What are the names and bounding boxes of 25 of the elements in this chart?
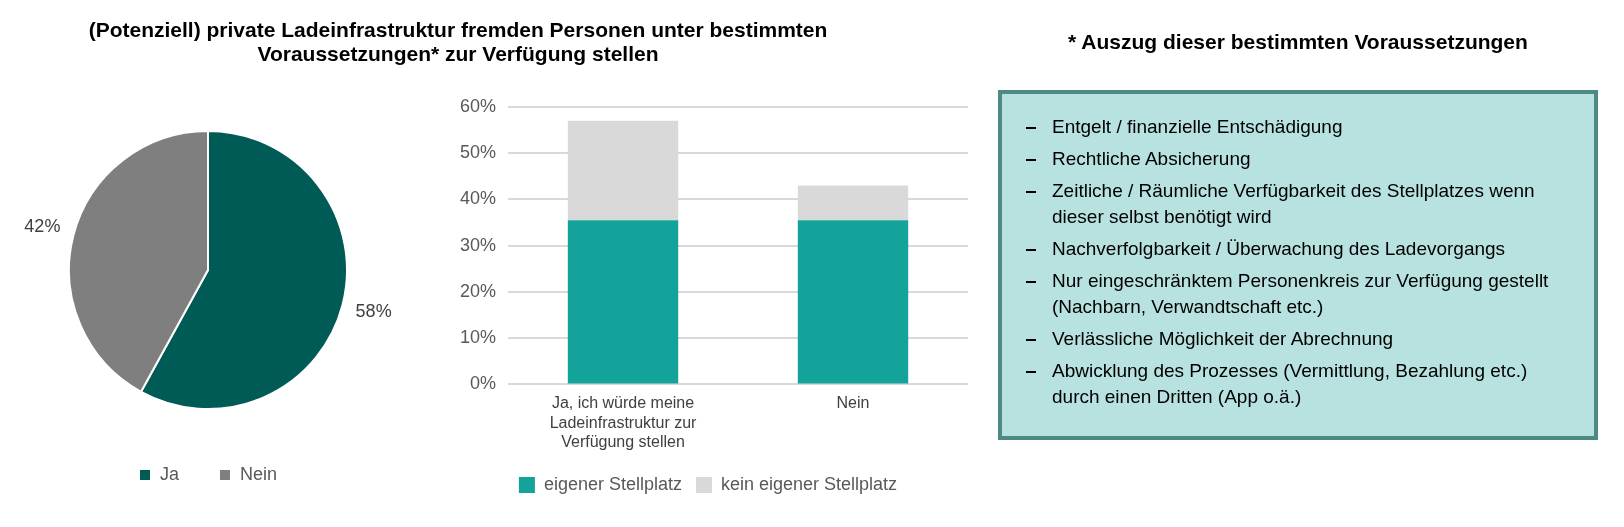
bar [567, 220, 679, 384]
data-label: 42% [24, 216, 61, 237]
text: Rechtliche Absicherung [1052, 147, 1251, 171]
y-tick-label: 10% [460, 327, 497, 348]
y-tick-label: 30% [460, 234, 497, 255]
text: Zeitliche / Räumliche Verfügbarkeit des Stellplatzes wenn dieser selbst benötigt wird [1052, 179, 1536, 229]
text: (Potenziell) private Ladeinfrastruktur fremden Personen unter bestimmten Voraussetzungen* zur Verfügung stellen [87, 18, 829, 67]
text: Nachverfolgbarkeit / Überwachung des Ladevorgangs [1052, 237, 1506, 261]
y-tick-label: 0% [470, 373, 497, 394]
legend-label: Nein [240, 463, 278, 484]
y-tick-label: 40% [460, 188, 497, 209]
bar [797, 220, 909, 384]
legend-label: kein eigener Stellplatz [720, 473, 898, 494]
text: * Auszug dieser bestimmten Voraussetzungen [1067, 30, 1529, 55]
text: Nur eingeschränktem Personenkreis zur Verfügung gestellt (Nachbarn, Verwandtschaft etc.) [1052, 269, 1550, 319]
text: Abwicklung des Prozesses (Vermittlung, Bezahlung etc.) durch einen Dritten (App o.ä.) [1052, 359, 1529, 409]
text: Verlässliche Möglichkeit der Abrechnung [1052, 327, 1394, 351]
y-tick-label: 50% [460, 142, 497, 163]
data-label: 58% [355, 301, 392, 322]
y-tick-label: 20% [460, 280, 497, 301]
legend-label: Ja [159, 463, 180, 484]
y-tick-label: 60% [460, 95, 497, 116]
text: Entgelt / finanzielle Entschädigung [1052, 115, 1343, 139]
legend-label: eigener Stellplatz [543, 473, 682, 494]
x-tick-label: Ja, ich würde meine Ladeinfrastruktur zur Verfügung stellen [549, 394, 698, 450]
